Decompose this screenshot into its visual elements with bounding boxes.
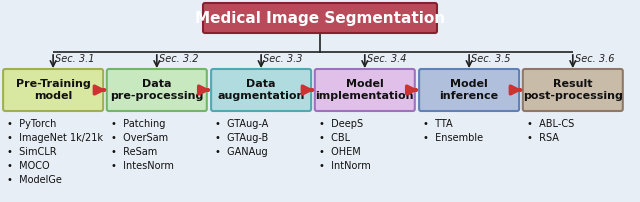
Text: •  TTA: • TTA — [423, 119, 452, 129]
FancyBboxPatch shape — [523, 69, 623, 111]
Text: •  OHEM: • OHEM — [319, 147, 360, 157]
Text: •  OverSam: • OverSam — [111, 133, 168, 143]
Text: Medical Image Segmentation: Medical Image Segmentation — [195, 11, 445, 25]
Text: •  GTAug-A: • GTAug-A — [215, 119, 268, 129]
Text: •  DeepS: • DeepS — [319, 119, 363, 129]
FancyBboxPatch shape — [3, 69, 103, 111]
Text: Sec. 3.4: Sec. 3.4 — [367, 55, 406, 64]
Text: •  IntNorm: • IntNorm — [319, 161, 371, 171]
Text: •  ModelGe: • ModelGe — [7, 175, 62, 185]
Text: •  PyTorch: • PyTorch — [7, 119, 56, 129]
Text: •  ABL-CS: • ABL-CS — [527, 119, 574, 129]
FancyBboxPatch shape — [211, 69, 311, 111]
Text: Sec. 3.1: Sec. 3.1 — [55, 55, 95, 64]
FancyBboxPatch shape — [107, 69, 207, 111]
Text: •  ReSam: • ReSam — [111, 147, 157, 157]
Text: •  RSA: • RSA — [527, 133, 559, 143]
Text: Sec. 3.2: Sec. 3.2 — [159, 55, 198, 64]
Text: •  IntesNorm: • IntesNorm — [111, 161, 173, 171]
Text: Pre-Training
model: Pre-Training model — [16, 79, 90, 101]
Text: Sec. 3.5: Sec. 3.5 — [471, 55, 511, 64]
Text: •  MOCO: • MOCO — [7, 161, 50, 171]
Text: •  GTAug-B: • GTAug-B — [215, 133, 268, 143]
Text: •  CBL: • CBL — [319, 133, 350, 143]
Text: Model
implementation: Model implementation — [316, 79, 414, 101]
Text: •  Ensemble: • Ensemble — [423, 133, 483, 143]
Text: •  SimCLR: • SimCLR — [7, 147, 57, 157]
Text: •  ImageNet 1k/21k: • ImageNet 1k/21k — [7, 133, 103, 143]
FancyBboxPatch shape — [203, 3, 437, 33]
Text: •  GANAug: • GANAug — [215, 147, 268, 157]
Text: Model
inference: Model inference — [440, 79, 499, 101]
FancyBboxPatch shape — [315, 69, 415, 111]
Text: Data
pre-processing: Data pre-processing — [110, 79, 204, 101]
Text: Data
augmentation: Data augmentation — [218, 79, 305, 101]
Text: Sec. 3.6: Sec. 3.6 — [575, 55, 614, 64]
Text: Sec. 3.3: Sec. 3.3 — [263, 55, 303, 64]
Text: Result
post-processing: Result post-processing — [523, 79, 623, 101]
FancyBboxPatch shape — [419, 69, 519, 111]
Text: •  Patching: • Patching — [111, 119, 165, 129]
